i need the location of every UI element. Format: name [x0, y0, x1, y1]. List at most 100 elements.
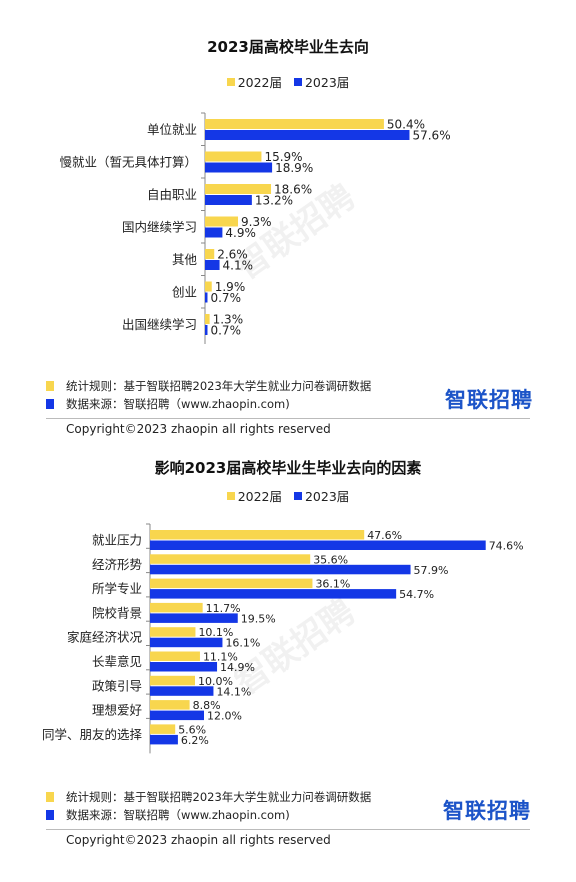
- zhaopin-logo: 智联招聘: [445, 388, 533, 412]
- data-label-2023届: 54.7%: [399, 588, 434, 601]
- bar-2022届: [205, 184, 272, 194]
- note-source: 数据来源：智联招聘（www.zhaopin.com): [46, 806, 371, 824]
- bar-2023届: [205, 227, 223, 238]
- bar-chart-2: 就业压力 47.6% 74.6% 经济形势 35.6% 57.9% 所学专业 36.1% 54.…: [42, 523, 524, 754]
- zhaopin-logo: 智联招聘: [443, 799, 531, 823]
- note-rule-text: 统计规则：基于智联招聘2023年大学生就业力问卷调研数据: [66, 379, 372, 393]
- divider: [46, 418, 530, 419]
- bar-2023届: [205, 162, 273, 173]
- data-label-2022届: 36.1%: [315, 578, 350, 591]
- bar-2023届: [150, 613, 238, 623]
- data-label-2023届: 18.9%: [275, 161, 313, 175]
- legend-label-2023: 2023届: [304, 75, 350, 90]
- note-rule: 统计规则：基于智联招聘2023年大学生就业力问卷调研数据: [46, 377, 371, 395]
- bar-2023届: [205, 325, 208, 335]
- bar-2023届: [150, 662, 218, 672]
- bar-2023届: [150, 564, 411, 575]
- bar-2022届: [150, 651, 200, 661]
- note-source: 数据来源：智联招聘（www.zhaopin.com): [46, 395, 371, 413]
- data-label-2023届: 0.7%: [210, 291, 241, 305]
- data-label-2023届: 16.1%: [225, 637, 260, 650]
- copyright: Copyright©2023 zhaopin all rights reserv…: [66, 833, 331, 847]
- note-rule-swatch: [46, 792, 54, 802]
- category-label: 政策引导: [92, 678, 142, 693]
- data-label-2022届: 35.6%: [313, 553, 348, 566]
- legend-item-2023: 2023届: [293, 486, 349, 505]
- data-label-2023届: 57.9%: [414, 564, 449, 577]
- bar-2022届: [150, 675, 195, 686]
- data-label-2023届: 6.2%: [181, 734, 209, 747]
- note-source-text: 数据来源：智联招聘（www.zhaopin.com): [66, 397, 290, 411]
- category-label: 同学、朋友的选择: [42, 727, 143, 742]
- category-label: 长辈意见: [92, 654, 142, 669]
- note-rule-swatch: [46, 381, 54, 391]
- category-label: 所学专业: [92, 581, 142, 596]
- bar-2022届: [205, 281, 212, 292]
- bar-2022届: [205, 119, 384, 129]
- data-label-2023届: 13.2%: [255, 194, 293, 208]
- chart-title: 2023届高校毕业生去向: [207, 38, 369, 56]
- bar-2022届: [150, 602, 203, 613]
- category-label: 院校背景: [92, 605, 142, 620]
- legend-label-2022: 2022届: [237, 75, 282, 90]
- data-label-2023届: 4.9%: [225, 226, 256, 240]
- chart-title: 影响2023届高校毕业生毕业去向的因素: [154, 459, 422, 477]
- data-label-2022届: 11.7%: [206, 602, 241, 615]
- legend-item-2023: 2023届: [293, 72, 350, 91]
- bar-2022届: [150, 724, 176, 734]
- data-label-2022届: 18.6%: [274, 183, 312, 197]
- data-label-2023届: 4.1%: [223, 259, 254, 273]
- divider: [46, 829, 530, 830]
- bar-2022届: [205, 151, 262, 162]
- legend-label-2022: 2022届: [237, 489, 282, 504]
- bar-2023届: [205, 260, 220, 270]
- bar-2023届: [150, 637, 223, 648]
- data-label-2022届: 47.6%: [367, 529, 402, 542]
- data-label-2023届: 14.9%: [220, 661, 255, 674]
- bar-2023届: [205, 195, 252, 205]
- category-label: 慢就业（暂无具体打算）: [59, 155, 197, 170]
- category-label: 出国继续学习: [122, 317, 197, 332]
- data-label-2023届: 0.7%: [210, 324, 241, 338]
- category-label: 经济形势: [92, 557, 143, 572]
- bar-2023届: [205, 292, 208, 303]
- data-label-2022届: 5.6%: [178, 723, 206, 736]
- data-label-2023届: 12.0%: [207, 710, 242, 723]
- data-label-2022届: 1.9%: [215, 280, 246, 294]
- bar-chart-1: 单位就业 50.4%57.6% 慢就业（暂无具体打算） 15.9%18.9% 自由职业 1…: [59, 112, 451, 344]
- bar-2022届: [150, 554, 311, 564]
- bar-2023届: [150, 540, 486, 550]
- data-label-2022届: 50.4%: [387, 118, 425, 132]
- data-label-2022届: 9.3%: [241, 215, 272, 229]
- data-label-2023届: 14.1%: [216, 685, 251, 698]
- bar-2022届: [150, 530, 365, 540]
- data-label-2022届: 11.1%: [203, 651, 238, 664]
- bar-2022届: [205, 249, 215, 259]
- legend-swatch-2022: [226, 77, 235, 86]
- chart-legend: 2022届 2023届: [0, 486, 576, 505]
- legend-swatch-2023: [293, 77, 302, 86]
- category-label: 家庭经济状况: [67, 630, 143, 645]
- bar-2023届: [205, 130, 410, 140]
- category-label: 就业压力: [92, 533, 142, 548]
- data-label-2022届: 10.0%: [198, 675, 233, 688]
- data-label-2022届: 2.6%: [217, 248, 248, 262]
- bar-2022届: [205, 314, 210, 324]
- note-source-swatch: [46, 810, 54, 820]
- chart-notes: 统计规则：基于智联招聘2023年大学生就业力问卷调研数据 数据来源：智联招聘（w…: [46, 377, 371, 413]
- chart-panel-2: 影响2023届高校毕业生毕业去向的因素 2022届 2023届 就业压力 47.6…: [0, 440, 576, 882]
- note-source-text: 数据来源：智联招聘（www.zhaopin.com): [66, 808, 290, 822]
- legend-item-2022: 2022届: [226, 486, 282, 505]
- note-source-swatch: [46, 399, 54, 409]
- category-label: 创业: [172, 285, 197, 300]
- legend-swatch-2022: [226, 491, 235, 500]
- category-label: 单位就业: [147, 122, 197, 137]
- bar-2022届: [150, 627, 196, 637]
- category-label: 其他: [172, 252, 198, 267]
- data-label-2023届: 57.6%: [412, 129, 450, 143]
- category-label: 理想爱好: [92, 703, 142, 718]
- category-label: 自由职业: [147, 187, 197, 202]
- category-label: 国内继续学习: [122, 220, 197, 235]
- bar-2023届: [150, 589, 397, 599]
- data-label-2022届: 10.1%: [198, 626, 233, 639]
